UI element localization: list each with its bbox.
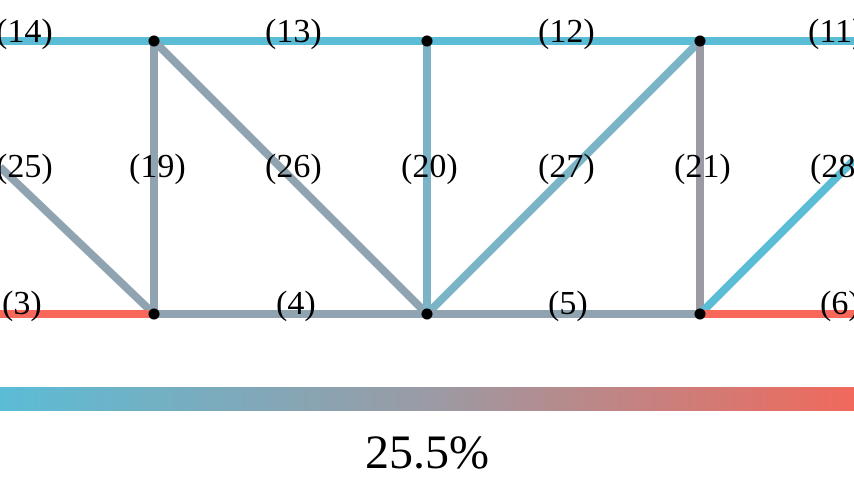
member-label-12: (12) [538,13,595,50]
member-label-28: (28) [810,148,854,185]
truss-joints [148,35,706,320]
member-label-5: (5) [548,285,588,322]
joint-node [421,308,433,320]
member-25 [0,164,157,317]
member-label-4: (4) [276,285,316,322]
member-28 [697,157,854,317]
joint-node [421,35,433,47]
truss-members [0,37,854,318]
colorbar [0,387,854,411]
member-label-3: (3) [2,285,42,322]
joint-node [694,308,706,320]
member-label-19: (19) [129,148,186,185]
member-26 [151,38,430,317]
member-27 [424,38,703,317]
member-label-21: (21) [674,148,731,185]
colorbar-label: 25.5% [365,426,489,479]
member-labels: (14) (13) (12) (11) (25) (19) (26) (20) … [0,13,854,322]
member-label-26: (26) [265,148,322,185]
joint-node [694,35,706,47]
member-label-13: (13) [265,13,322,50]
joint-node [148,35,160,47]
member-label-27: (27) [538,148,595,185]
member-label-25: (25) [0,148,53,185]
member-label-20: (20) [401,148,458,185]
member-label-11: (11) [808,13,854,50]
member-label-14: (14) [0,13,53,50]
joint-node [148,308,160,320]
member-label-6: (6) [820,285,854,322]
